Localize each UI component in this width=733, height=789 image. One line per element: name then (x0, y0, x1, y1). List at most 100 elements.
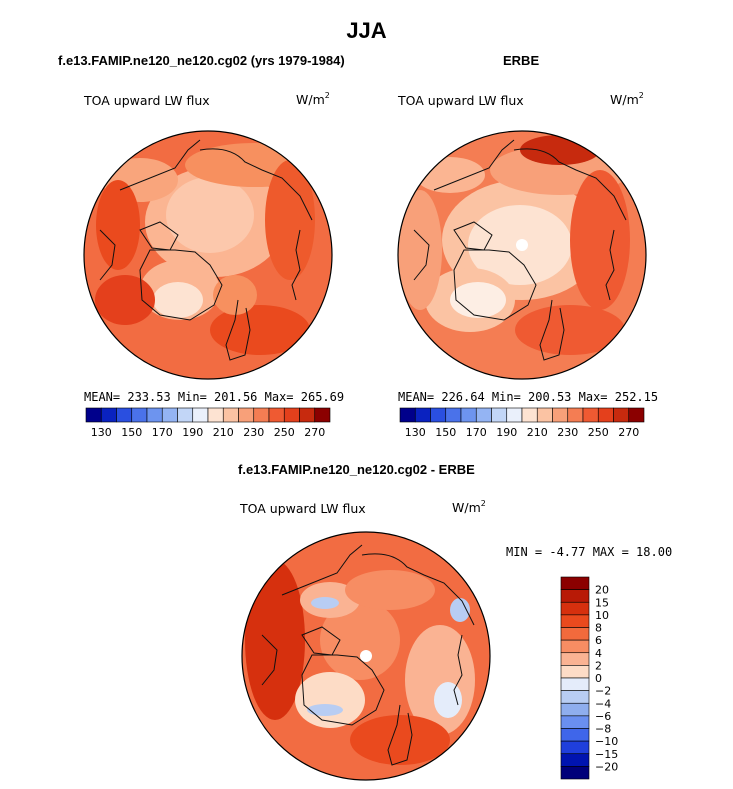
diff-colorbar-tick-label: −20 (595, 760, 618, 773)
model-colorbar: 130 150 170 190 210 230 250 270 (85, 407, 331, 439)
diff-colorbar-swatch (560, 715, 590, 729)
diff-colorbar-tick-label: −15 (595, 748, 618, 761)
model-colorbar-swatch (268, 407, 285, 423)
model-colorbar-swatch (131, 407, 148, 423)
diff-colorbar-tick-label: −6 (595, 710, 611, 723)
obs-colorbar-swatch (567, 407, 584, 423)
main-title: JJA (346, 18, 387, 43)
model-colorbar-tick-label: 250 (274, 426, 295, 439)
diff-colorbar-tick-label: 15 (595, 596, 609, 609)
model-colorbar-swatch (85, 407, 102, 423)
diff-colorbar-tick-label: −4 (595, 697, 611, 710)
model-colorbar-tick-label: 230 (243, 426, 264, 439)
diff-colorbar-tick-label: 8 (595, 622, 602, 635)
obs-colorbar-swatch (445, 407, 462, 423)
obs-colorbar-tick-label: 130 (405, 426, 426, 439)
diff-colorbar-swatch (560, 576, 590, 590)
diff-colorbar-swatch (560, 627, 590, 641)
diff-colorbar-tick-label: 2 (595, 659, 602, 672)
diff-colorbar-tick-label: 4 (595, 647, 602, 660)
obs-panel-header: ERBE (503, 53, 540, 68)
model-colorbar-tick-label: 130 (91, 426, 112, 439)
diff-stats: MIN = -4.77 MAX = 18.00 (506, 545, 673, 559)
model-colorbar-swatch (238, 407, 255, 423)
model-colorbar-swatch (207, 407, 224, 423)
model-colorbar-swatch (116, 407, 133, 423)
obs-colorbar-tick-label: 170 (466, 426, 487, 439)
model-colorbar-tick-label: 150 (121, 426, 142, 439)
model-colorbar-tick-label: 210 (213, 426, 234, 439)
obs-colorbar-swatch (475, 407, 492, 423)
diff-colorbar-tick-label: 6 (595, 634, 602, 647)
obs-colorbar-tick-label: 250 (588, 426, 609, 439)
model-colorbar-swatch (177, 407, 194, 423)
model-colorbar-swatch (283, 407, 300, 423)
obs-colorbar-swatch (506, 407, 523, 423)
obs-colorbar-swatch (430, 407, 447, 423)
obs-polar-map (397, 130, 647, 380)
model-colorbar-swatch (192, 407, 209, 423)
obs-colorbar-swatch (491, 407, 508, 423)
diff-colorbar-tick-label: 10 (595, 609, 609, 622)
obs-colorbar-swatch (460, 407, 477, 423)
obs-colorbar-tick-label: 150 (435, 426, 456, 439)
diff-colorbar-swatch (560, 740, 590, 755)
obs-field-label: TOA upward LW flux (398, 93, 524, 108)
model-colorbar-swatch (314, 407, 331, 423)
model-colorbar-tick-label: 190 (182, 426, 203, 439)
diff-colorbar-swatch (560, 677, 590, 691)
model-colorbar-swatch (146, 407, 163, 423)
model-units: W/m2 (296, 91, 330, 107)
model-colorbar-swatch (253, 407, 270, 423)
obs-colorbar: 130 150 170 190 210 230 250 270 (399, 407, 645, 439)
obs-colorbar-swatch (414, 407, 431, 423)
model-stats: MEAN= 233.53 Min= 201.56 Max= 265.69 (84, 390, 345, 404)
diff-field-label: TOA upward LW flux (240, 501, 366, 516)
model-colorbar-swatch (100, 407, 117, 423)
diff-pole-hole (360, 650, 372, 662)
obs-colorbar-swatch (399, 407, 416, 423)
diff-colorbar-tick-label: 20 (595, 584, 609, 597)
diff-colorbar-swatch (560, 652, 590, 666)
obs-colorbar-swatch (582, 407, 599, 423)
model-colorbar-tick-label: 270 (304, 426, 325, 439)
obs-colorbar-swatch (552, 407, 569, 423)
diff-colorbar-tick-label: −10 (595, 735, 618, 748)
diff-colorbar-tick-label: −8 (595, 723, 611, 736)
diff-colorbar-tick-label: −2 (595, 685, 611, 698)
diff-colorbar-swatch (560, 665, 590, 679)
obs-colorbar-tick-label: 190 (496, 426, 517, 439)
diff-colorbar-swatch (560, 753, 590, 767)
model-panel-header: f.e13.FAMIP.ne120_ne120.cg02 (yrs 1979-1… (58, 53, 345, 68)
diff-colorbar-swatch (560, 589, 590, 603)
obs-colorbar-swatch (536, 407, 553, 423)
obs-units: W/m2 (610, 91, 644, 107)
model-field-label: TOA upward LW flux (84, 93, 210, 108)
model-colorbar-swatch (222, 407, 239, 423)
diff-colorbar-swatch (560, 728, 590, 742)
obs-colorbar-swatch (628, 407, 645, 423)
obs-colorbar-swatch (521, 407, 538, 423)
model-colorbar-swatch (161, 407, 178, 423)
obs-colorbar-tick-label: 210 (527, 426, 548, 439)
diff-colorbar-swatch (560, 766, 590, 780)
diff-units: W/m2 (452, 499, 486, 515)
obs-colorbar-swatch (613, 407, 630, 423)
obs-colorbar-tick-label: 230 (557, 426, 578, 439)
diff-polar-map (241, 531, 491, 781)
diff-colorbar-swatch (560, 639, 590, 654)
model-polar-map (83, 130, 333, 380)
obs-pole-hole (516, 239, 528, 251)
obs-stats: MEAN= 226.64 Min= 200.53 Max= 252.15 (398, 390, 659, 404)
diff-colorbar-swatch (560, 702, 590, 717)
diff-colorbar-tick-label: 0 (595, 672, 602, 685)
obs-colorbar-tick-label: 270 (618, 426, 639, 439)
model-colorbar-swatch (299, 407, 316, 423)
diff-colorbar-swatch (560, 614, 590, 628)
obs-colorbar-swatch (597, 407, 614, 423)
diff-panel-header: f.e13.FAMIP.ne120_ne120.cg02 - ERBE (238, 462, 475, 477)
diff-colorbar-swatch (560, 690, 590, 704)
model-colorbar-tick-label: 170 (152, 426, 173, 439)
